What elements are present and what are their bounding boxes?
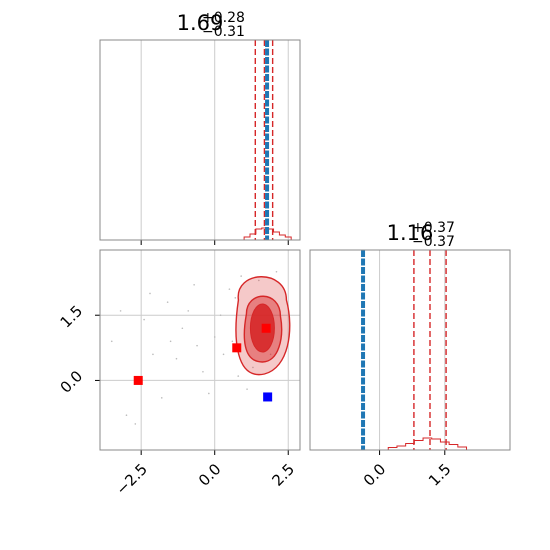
scatter-xtick-label-1: 0.0 [195,460,225,490]
p3-xtick-label-0: 0.0 [360,460,390,490]
sample-point-17 [275,270,278,273]
sample-point-21 [208,392,210,395]
hist-param2-title-minus: −0.37 [412,234,455,250]
p3-frame [309,249,511,451]
sample-point-11 [234,297,237,299]
sample-point-2 [181,327,184,330]
marker-3 [263,392,273,402]
sample-point-13 [160,397,163,399]
p3-xtick-label-1: 1.5 [425,460,455,490]
sample-point-14 [222,353,225,356]
sample-point-28 [193,283,195,286]
sample-point-27 [237,375,240,377]
marker-1 [232,343,242,353]
hist-param1-title: 1.69 [177,11,224,35]
sample-point-5 [231,340,234,343]
scatter-param1-param2-panel: −2.5 0.0 2.5 0.0 1.5 [57,249,301,499]
sample-point-6 [240,275,242,277]
scatter-frame [99,249,301,451]
sample-point-29 [110,340,113,343]
scatter-ytick-label-0: 0.0 [57,367,87,397]
sample-point-26 [152,353,154,356]
sample-point-0 [149,292,151,295]
sample-point-24 [213,336,216,338]
scatter-xtick-label-0: −2.5 [113,460,151,498]
sample-point-23 [169,340,172,343]
p1-frame [99,39,301,241]
sample-point-16 [258,279,260,282]
hist-param2-title-plus: +0.37 [412,220,455,236]
sample-point-22 [228,288,231,290]
marker-2 [261,323,271,333]
hist-param1-title-minus: −0.31 [202,24,245,40]
sample-point-7 [252,366,254,369]
sample-point-19 [125,414,128,417]
hist-param1-title-plus: +0.28 [202,10,245,26]
sample-point-3 [196,344,198,347]
hist-param2-median: 1.16 [387,221,434,245]
hist-param2-panel: 0.0 1.5 [309,249,511,490]
sample-point-4 [219,314,222,317]
sample-point-9 [175,357,178,360]
sample-point-10 [143,318,145,321]
sample-point-1 [166,301,169,303]
sample-point-8 [202,370,204,373]
sample-point-18 [119,310,122,312]
sample-point-20 [134,423,137,425]
sample-point-12 [246,388,248,390]
hist-param1-panel [99,39,301,245]
scatter-ytick-label-1: 1.5 [57,302,87,332]
scatter-xtick-label-2: 2.5 [268,460,298,490]
hist-param1-median: 1.69 [177,11,224,35]
marker-0 [133,375,143,385]
sample-point-15 [187,310,190,312]
sample-point-25 [269,353,272,356]
p3-histogram-line [387,437,468,450]
